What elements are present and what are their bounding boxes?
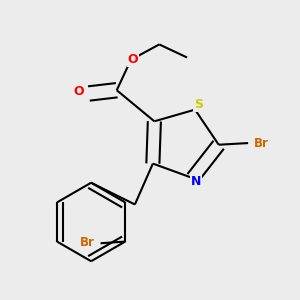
Text: O: O [73, 85, 84, 98]
Text: O: O [128, 52, 138, 66]
Text: Br: Br [254, 136, 269, 150]
Text: N: N [191, 175, 201, 188]
Text: Br: Br [80, 236, 95, 249]
Text: S: S [194, 98, 203, 111]
